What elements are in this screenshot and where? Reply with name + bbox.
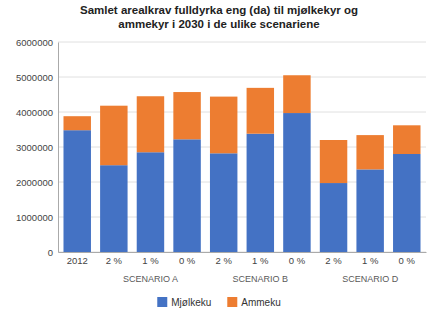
grid-line	[58, 42, 426, 43]
y-tick-label: 5000000	[16, 72, 53, 83]
legend-swatch	[227, 297, 237, 307]
bar	[283, 75, 310, 113]
y-axis-line	[58, 43, 59, 253]
bar	[63, 116, 90, 130]
title-line: Samlet arealkrav fulldyrka eng (da) til …	[80, 4, 358, 16]
y-tick: 0	[48, 247, 58, 258]
annotations: SCENARIO A SCENARIO B SCENARIO D	[123, 274, 399, 284]
x-tick-label: 2 %	[325, 255, 342, 266]
bar	[173, 92, 200, 139]
y-tick: 5000000	[16, 72, 58, 83]
grid-line	[58, 77, 426, 78]
bar	[247, 88, 274, 134]
x-tick-label: 0 %	[179, 255, 196, 266]
x-axis: 2012 2 % 1 % 0 % 2 % 1 % 0 % 2 % 1 % 0 %	[59, 252, 427, 266]
x-tick: 2 %	[325, 252, 342, 266]
y-tick-label: 0	[48, 247, 53, 258]
grid	[58, 42, 426, 252]
bar	[173, 139, 200, 252]
x-axis-line	[59, 252, 427, 253]
x-tick-label: 0 %	[399, 255, 416, 266]
legend: Mjølkeku Ammeku	[157, 297, 280, 308]
x-tick-label: 2 %	[106, 255, 123, 266]
legend-item: Ammeku	[227, 297, 280, 308]
x-tick-label: 0 %	[289, 255, 306, 266]
x-tick: 1 %	[362, 252, 379, 266]
bar	[393, 154, 420, 252]
legend-swatch	[157, 297, 167, 307]
bar	[63, 130, 90, 252]
y-tick-label: 1000000	[16, 212, 53, 223]
bar	[283, 113, 310, 252]
bar	[356, 169, 383, 252]
y-tick: 4000000	[16, 107, 58, 118]
x-tick-label: 1 %	[362, 255, 379, 266]
series	[63, 75, 420, 183]
x-tick: 2 %	[216, 252, 233, 266]
group-label: SCENARIO A	[123, 274, 178, 284]
x-tick-label: 1 %	[252, 255, 269, 266]
x-tick: 2 %	[106, 252, 123, 266]
y-tick: 3000000	[16, 142, 58, 153]
legend-label: Mjølkeku	[171, 297, 211, 308]
title: Samlet arealkrav fulldyrka eng (da) til …	[80, 4, 358, 30]
y-tick-label: 4000000	[16, 107, 53, 118]
y-axis: 0 1000000 2000000 3000000 4000000 5000000 6000…	[16, 37, 58, 258]
bar	[100, 106, 127, 166]
x-tick: 2012	[67, 252, 88, 266]
group-label: SCENARIO B	[233, 274, 289, 284]
bar	[247, 134, 274, 252]
x-tick-label: 1 %	[142, 255, 159, 266]
group-label: SCENARIO D	[342, 274, 399, 284]
legend-item: Mjølkeku	[157, 297, 211, 308]
y-tick-label: 3000000	[16, 142, 53, 153]
x-tick-label: 2 %	[216, 255, 233, 266]
y-tick: 6000000	[16, 37, 58, 48]
x-tick-label: 2012	[67, 255, 88, 266]
bar	[320, 183, 347, 252]
x-tick: 1 %	[142, 252, 159, 266]
y-tick: 2000000	[16, 177, 58, 188]
y-tick-label: 6000000	[16, 37, 53, 48]
bar	[100, 165, 127, 252]
bar	[356, 135, 383, 169]
bar	[320, 140, 347, 183]
bar	[137, 152, 164, 252]
x-tick: 0 %	[179, 252, 196, 266]
x-tick: 0 %	[399, 252, 416, 266]
y-tick: 1000000	[16, 212, 58, 223]
legend-label: Ammeku	[241, 297, 280, 308]
chart: Samlet arealkrav fulldyrka eng (da) til …	[0, 0, 438, 314]
x-tick: 1 %	[252, 252, 269, 266]
bar	[393, 125, 420, 154]
bars	[63, 75, 420, 252]
bar	[137, 96, 164, 152]
bar	[210, 153, 237, 252]
x-tick: 0 %	[289, 252, 306, 266]
bar	[210, 97, 237, 154]
title-line: ammekyr i 2030 i de ulike scenariene	[118, 18, 319, 30]
y-tick-label: 2000000	[16, 177, 53, 188]
